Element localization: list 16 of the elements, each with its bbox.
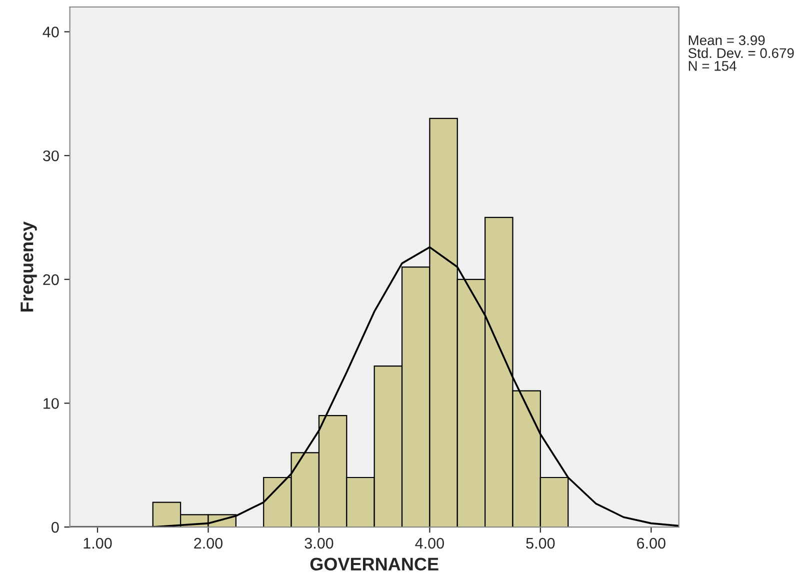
y-tick-label: 0 xyxy=(52,522,59,533)
text: Mean = 3.99 xyxy=(688,35,765,46)
text: N = 154 xyxy=(688,61,736,71)
y-tick-label: 20 xyxy=(43,274,59,286)
y-axis-title: Frequency xyxy=(20,221,37,312)
x-tick-label: 1.00 xyxy=(84,538,112,549)
x-tick-label: 6.00 xyxy=(637,538,666,549)
x-tick-label: 2.00 xyxy=(194,538,223,549)
x-axis-title: GOVERNANCE xyxy=(310,558,438,571)
y-tick-label: 30 xyxy=(43,150,59,162)
y-tick-label: 40 xyxy=(42,26,59,38)
x-tick-label: 3.00 xyxy=(304,538,334,549)
y-tick-label: 10 xyxy=(44,398,59,409)
x-tick-label: 5.00 xyxy=(526,538,555,549)
x-tick-label: 4.00 xyxy=(415,538,444,549)
text: Std. Dev. = 0.679 xyxy=(688,48,794,58)
